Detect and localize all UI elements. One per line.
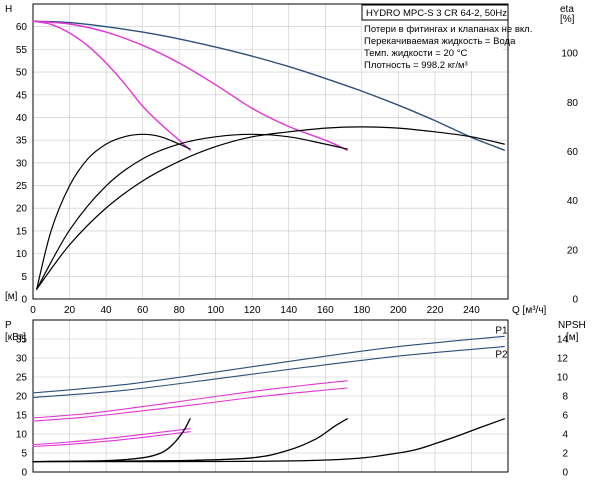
power-tick-label: 30: [16, 354, 28, 365]
head-tick-label: 50: [16, 68, 28, 79]
flow-axis-label: Q [м³/ч]: [512, 305, 547, 316]
notes-background: [362, 21, 502, 71]
npsh-tick-label: 12: [557, 354, 569, 365]
npsh-axis-unit: [м]: [566, 332, 579, 343]
power-curve: [32, 380, 348, 419]
head-tick-label: 35: [16, 136, 28, 147]
power-curve: [32, 428, 191, 446]
series-labels: P1 P2: [495, 325, 508, 360]
npsh-tick-label: 4: [562, 430, 568, 441]
eta-tick-label: 0: [572, 295, 578, 306]
power-series-label: P2: [495, 350, 508, 361]
head-tick-label: 30: [16, 158, 28, 169]
head-tick-label: 15: [16, 226, 28, 237]
note-liquid: Перекачиваемая жидкость = Вода: [364, 36, 516, 47]
power-tick-label: 15: [16, 411, 28, 422]
eta-tick-label: 20: [567, 245, 579, 256]
head-plot-frame: [32, 3, 509, 300]
efficiency-curve: [36, 126, 505, 290]
x-tick-label: 220: [427, 305, 444, 316]
x-tick-label: 180: [354, 305, 371, 316]
x-tick-label: 0: [30, 305, 36, 316]
power-tick-label: 5: [21, 449, 27, 460]
head-tick-label: 45: [16, 90, 28, 101]
power-plot-frame: [32, 319, 509, 473]
npsh-tick-label: 14: [557, 335, 569, 346]
npsh-tick-label: 10: [557, 373, 569, 384]
head-curve: [32, 20, 505, 151]
npsh-axis-label: NPSH: [558, 320, 586, 331]
title-box: [361, 4, 509, 21]
npsh-tick-label: 0: [562, 468, 568, 479]
grid: [32, 4, 508, 473]
eta-tick-label: 40: [567, 196, 579, 207]
head-tick-label: 55: [16, 45, 28, 56]
tick-labels: 0 20 40 60 80 100 120 140 160 180 200 220 2400510152…: [16, 22, 579, 478]
eta-axis-unit: [%]: [560, 14, 575, 25]
power-series-label: P1: [495, 325, 508, 336]
power-curve: [32, 431, 191, 448]
x-tick-label: 240: [463, 305, 480, 316]
head-tick-label: 5: [21, 272, 27, 283]
x-tick-label: 80: [174, 305, 186, 316]
head-axis-unit: [м]: [5, 291, 18, 302]
eta-axis-label: eta: [560, 4, 574, 15]
power-curve: [32, 335, 505, 394]
note-losses: Потери в фитингах и клапанах не вкл.: [364, 24, 532, 35]
head-tick-label: 20: [16, 204, 28, 215]
note-temperature: Темп. жидкости = 20 °C: [364, 48, 467, 59]
npsh-tick-label: 6: [562, 411, 568, 422]
x-tick-label: 140: [280, 305, 297, 316]
head-tick-label: 60: [16, 22, 28, 33]
npsh-curve: [32, 418, 348, 463]
axes-frames: [32, 3, 509, 473]
head-tick-label: 0: [21, 295, 27, 306]
x-tick-label: 120: [244, 305, 261, 316]
head-curve: [32, 20, 348, 151]
curves: [32, 20, 505, 463]
chart-title: HYDRO MPC-S 3 CR 64-2, 50Hz: [366, 8, 507, 19]
eta-tick-label: 80: [567, 98, 579, 109]
x-tick-label: 20: [64, 305, 76, 316]
power-axis-label: P: [5, 320, 12, 331]
npsh-tick-label: 8: [562, 392, 568, 403]
head-tick-label: 25: [16, 181, 28, 192]
power-curve: [32, 346, 505, 399]
power-axis-unit: [кВт]: [5, 332, 26, 343]
x-tick-label: 40: [101, 305, 113, 316]
power-tick-label: 10: [16, 430, 28, 441]
head-tick-label: 40: [16, 113, 28, 124]
note-density: Плотность = 998.2 кг/м³: [364, 60, 468, 71]
x-tick-label: 100: [207, 305, 224, 316]
power-tick-label: 35: [16, 335, 28, 346]
efficiency-curve: [36, 133, 348, 290]
power-tick-label: 20: [16, 392, 28, 403]
eta-tick-label: 60: [567, 147, 579, 158]
npsh-curve: [32, 418, 505, 463]
npsh-tick-label: 2: [562, 449, 568, 460]
head-curve: [32, 20, 191, 151]
eta-tick-label: 100: [561, 49, 578, 60]
x-tick-label: 160: [317, 305, 334, 316]
power-curve: [32, 387, 348, 422]
head-axis-label: H: [5, 4, 12, 15]
power-tick-label: 0: [21, 468, 27, 479]
power-tick-label: 25: [16, 373, 28, 384]
head-tick-label: 10: [16, 249, 28, 260]
x-tick-label: 200: [390, 305, 407, 316]
x-tick-label: 60: [137, 305, 149, 316]
efficiency-curve: [36, 133, 191, 290]
